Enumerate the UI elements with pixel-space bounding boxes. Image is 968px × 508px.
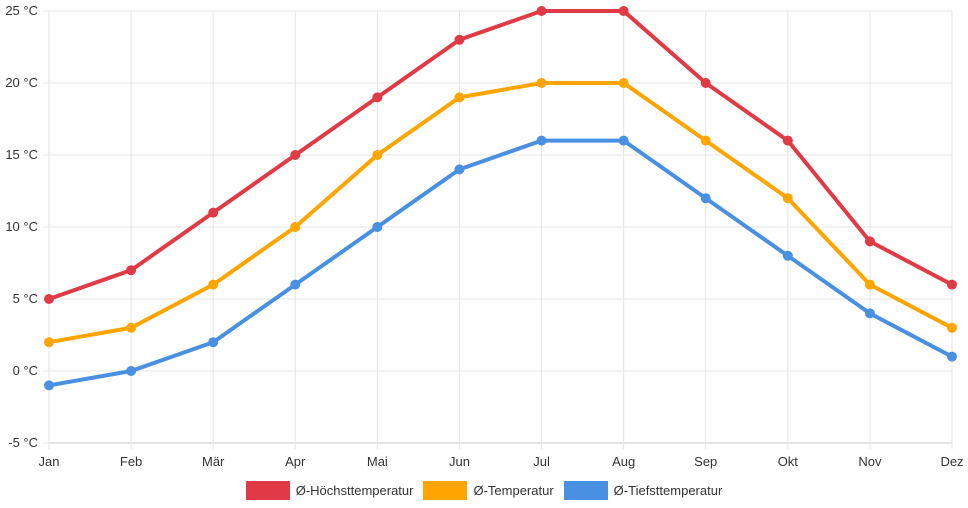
data-point-avg xyxy=(44,337,54,348)
data-point-max xyxy=(126,265,137,276)
data-point-min xyxy=(208,337,219,348)
x-tick-label: Mai xyxy=(367,454,388,469)
data-point-max xyxy=(44,294,54,304)
data-point-avg xyxy=(454,92,465,103)
series-line-min xyxy=(48,138,953,388)
data-point-min xyxy=(700,193,711,204)
legend-swatch-avg xyxy=(423,481,468,500)
data-point-min xyxy=(126,366,137,376)
legend-item-avg[interactable]: Ø-Temperatur xyxy=(423,481,554,500)
data-point-min xyxy=(618,135,629,146)
data-point-max xyxy=(372,92,383,103)
legend-swatch-min xyxy=(563,481,608,500)
y-tick-label: 25 °C xyxy=(5,3,38,18)
x-tick-label: Sep xyxy=(694,454,717,469)
data-point-avg xyxy=(290,222,301,232)
data-point-avg xyxy=(126,322,137,333)
x-tick-label: Apr xyxy=(285,454,306,469)
data-point-avg xyxy=(947,322,957,333)
data-point-max xyxy=(454,34,465,45)
data-point-avg xyxy=(372,150,383,160)
x-tick-label: Aug xyxy=(612,454,635,469)
legend-item-max[interactable]: Ø-Höchsttemperatur xyxy=(245,481,414,500)
data-point-min xyxy=(290,279,301,290)
series-line-avg xyxy=(48,81,953,345)
data-point-avg xyxy=(618,78,629,88)
data-point-max xyxy=(290,150,301,160)
data-point-min xyxy=(372,222,383,232)
legend: Ø-Höchsttemperatur Ø-Temperatur Ø-Tiefst… xyxy=(0,481,968,500)
x-tick-label: Mär xyxy=(202,454,225,469)
data-point-max xyxy=(618,6,629,16)
y-tick-label: 10 °C xyxy=(5,219,38,234)
data-point-max xyxy=(700,78,711,88)
y-tick-label: 20 °C xyxy=(5,75,38,90)
x-tick-label: Nov xyxy=(858,454,882,469)
y-tick-label: -5 °C xyxy=(8,435,38,450)
data-point-max xyxy=(864,236,875,247)
series-line-max xyxy=(48,9,953,301)
data-point-max xyxy=(782,135,793,146)
data-point-min xyxy=(44,380,54,391)
x-tick-label: Jun xyxy=(449,454,470,469)
legend-label-max: Ø-Höchsttemperatur xyxy=(295,483,414,498)
data-point-max xyxy=(947,279,957,290)
legend-swatch-max xyxy=(245,481,290,500)
legend-label-min: Ø-Tiefsttemperatur xyxy=(613,483,723,498)
data-point-max xyxy=(536,6,547,16)
data-point-min xyxy=(782,250,793,261)
y-tick-label: 5 °C xyxy=(13,291,38,306)
data-point-min xyxy=(454,164,465,175)
data-point-avg xyxy=(700,135,711,146)
data-point-min xyxy=(864,308,875,319)
data-point-avg xyxy=(536,78,547,88)
data-point-avg xyxy=(208,279,219,290)
x-tick-label: Jul xyxy=(533,454,550,469)
x-tick-label: Okt xyxy=(778,454,799,469)
data-point-avg xyxy=(864,279,875,290)
legend-label-avg: Ø-Temperatur xyxy=(473,483,554,498)
y-tick-label: 0 °C xyxy=(13,363,38,378)
x-tick-label: Dez xyxy=(940,454,963,469)
data-point-avg xyxy=(782,193,793,204)
y-tick-label: 15 °C xyxy=(5,147,38,162)
x-tick-label: Feb xyxy=(120,454,142,469)
data-point-max xyxy=(208,207,219,218)
data-point-min xyxy=(536,135,547,146)
line-chart: -5 °C 0 °C 5 °C 10 °C 15 °C 20 °C 25 °C Jan Feb M… xyxy=(5,3,963,469)
data-point-min xyxy=(947,351,957,362)
x-tick-label: Jan xyxy=(39,454,60,469)
legend-item-min[interactable]: Ø-Tiefsttemperatur xyxy=(563,481,723,500)
